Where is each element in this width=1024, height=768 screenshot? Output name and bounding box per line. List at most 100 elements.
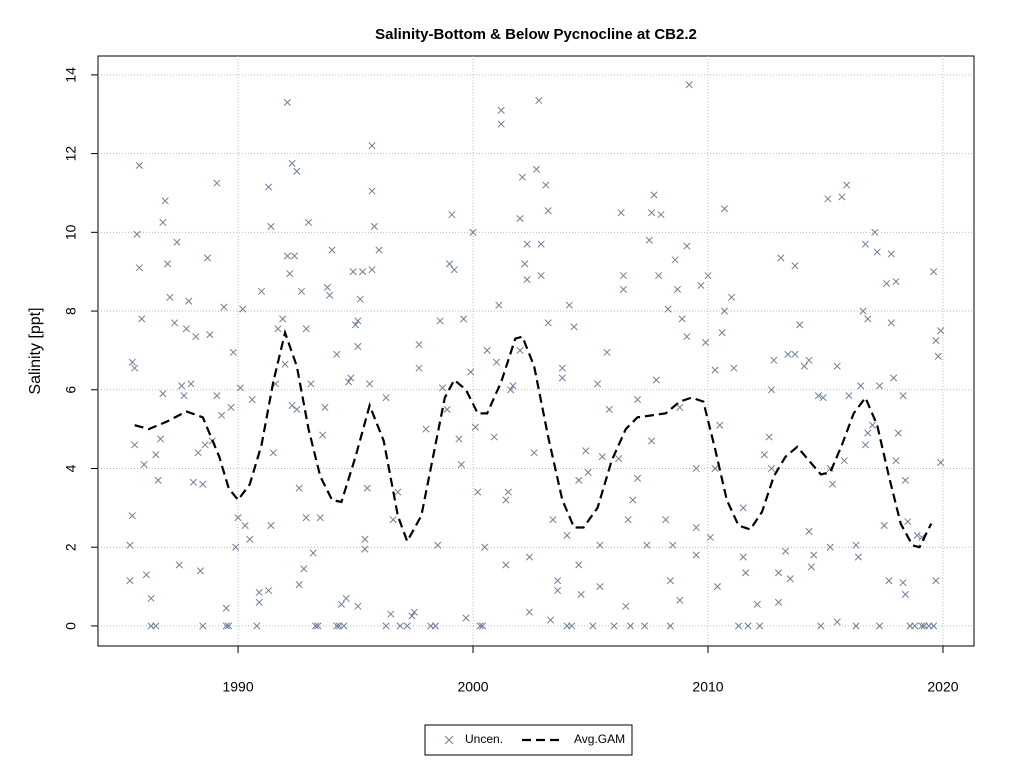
data-point bbox=[626, 622, 635, 630]
data-point bbox=[478, 622, 486, 630]
marker-stroke bbox=[594, 380, 602, 388]
data-point bbox=[817, 622, 825, 630]
marker-stroke bbox=[913, 531, 921, 539]
data-point bbox=[128, 358, 136, 366]
marker-stroke bbox=[598, 453, 606, 461]
data-point bbox=[664, 305, 672, 313]
marker-stroke bbox=[610, 622, 618, 630]
data-point bbox=[824, 195, 832, 203]
marker-stroke bbox=[784, 350, 792, 358]
marker-stroke bbox=[805, 527, 813, 536]
marker-stroke bbox=[857, 382, 865, 390]
data-point bbox=[279, 315, 287, 323]
marker-stroke bbox=[525, 608, 533, 616]
marker-stroke bbox=[880, 522, 888, 530]
marker-stroke bbox=[504, 488, 512, 496]
data-point bbox=[666, 577, 674, 585]
data-point bbox=[532, 165, 541, 173]
plot-frame bbox=[97, 55, 975, 647]
marker-stroke bbox=[791, 262, 799, 270]
data-point bbox=[333, 350, 341, 358]
data-point bbox=[152, 451, 160, 459]
marker-stroke bbox=[704, 272, 712, 280]
marker-stroke bbox=[664, 305, 672, 313]
marker-stroke bbox=[814, 392, 822, 400]
marker-stroke bbox=[490, 433, 498, 441]
marker-stroke bbox=[220, 303, 228, 311]
marker-stroke bbox=[467, 368, 475, 376]
data-point bbox=[692, 464, 700, 473]
marker-stroke bbox=[544, 319, 552, 327]
data-point bbox=[309, 549, 317, 557]
data-point bbox=[300, 565, 308, 573]
data-point bbox=[507, 386, 515, 394]
marker-stroke bbox=[615, 455, 623, 463]
marker-stroke bbox=[777, 254, 785, 262]
data-point bbox=[904, 518, 912, 526]
marker-stroke bbox=[180, 392, 188, 400]
data-point bbox=[375, 246, 383, 254]
data-point bbox=[382, 622, 390, 630]
data-point bbox=[594, 380, 602, 388]
marker-stroke bbox=[307, 380, 315, 388]
data-point bbox=[648, 209, 656, 217]
data-point bbox=[828, 480, 837, 488]
marker-stroke bbox=[279, 315, 287, 323]
marker-stroke bbox=[711, 464, 719, 473]
marker-stroke bbox=[457, 460, 465, 469]
data-point bbox=[436, 317, 444, 325]
marker-stroke bbox=[584, 468, 592, 476]
marker-stroke bbox=[297, 287, 306, 295]
data-point bbox=[354, 602, 362, 610]
marker-stroke bbox=[730, 364, 738, 372]
data-point bbox=[596, 583, 604, 591]
data-point bbox=[859, 307, 867, 315]
data-point bbox=[213, 179, 221, 187]
data-point bbox=[140, 460, 148, 469]
marker-stroke bbox=[894, 429, 902, 437]
marker-stroke bbox=[232, 543, 240, 551]
data-point bbox=[575, 561, 583, 569]
data-point bbox=[930, 622, 938, 630]
data-point bbox=[739, 504, 747, 512]
marker-stroke bbox=[201, 441, 209, 449]
y-tick-label: 12 bbox=[63, 146, 79, 162]
marker-stroke bbox=[626, 622, 635, 630]
data-point bbox=[937, 327, 945, 335]
marker-stroke bbox=[840, 457, 848, 465]
data-point bbox=[307, 380, 315, 388]
data-point bbox=[293, 405, 301, 414]
marker-stroke bbox=[321, 403, 329, 412]
data-point bbox=[542, 181, 550, 189]
data-point bbox=[196, 567, 205, 575]
data-point bbox=[316, 514, 324, 522]
data-point bbox=[518, 173, 526, 181]
marker-stroke bbox=[293, 167, 301, 175]
marker-stroke bbox=[431, 622, 439, 630]
data-point bbox=[760, 451, 768, 459]
marker-stroke bbox=[194, 449, 202, 457]
marker-stroke bbox=[302, 514, 310, 522]
marker-stroke bbox=[410, 608, 418, 616]
data-point bbox=[189, 478, 197, 486]
marker-stroke bbox=[845, 392, 853, 400]
marker-stroke bbox=[918, 622, 926, 630]
marker-stroke bbox=[796, 321, 804, 329]
data-point bbox=[570, 323, 578, 331]
marker-stroke bbox=[370, 222, 378, 230]
data-point bbox=[887, 250, 895, 258]
marker-stroke bbox=[697, 281, 705, 290]
data-point bbox=[295, 484, 303, 492]
data-point bbox=[535, 96, 543, 105]
marker-stroke bbox=[281, 360, 289, 368]
data-point bbox=[671, 256, 679, 264]
data-point bbox=[819, 394, 827, 402]
data-point bbox=[537, 240, 545, 248]
data-point bbox=[248, 396, 256, 404]
data-point bbox=[314, 622, 322, 630]
marker-stroke bbox=[911, 622, 919, 630]
marker-stroke bbox=[159, 218, 167, 227]
data-point bbox=[361, 535, 369, 543]
data-point bbox=[133, 230, 141, 238]
marker-stroke bbox=[800, 362, 808, 370]
